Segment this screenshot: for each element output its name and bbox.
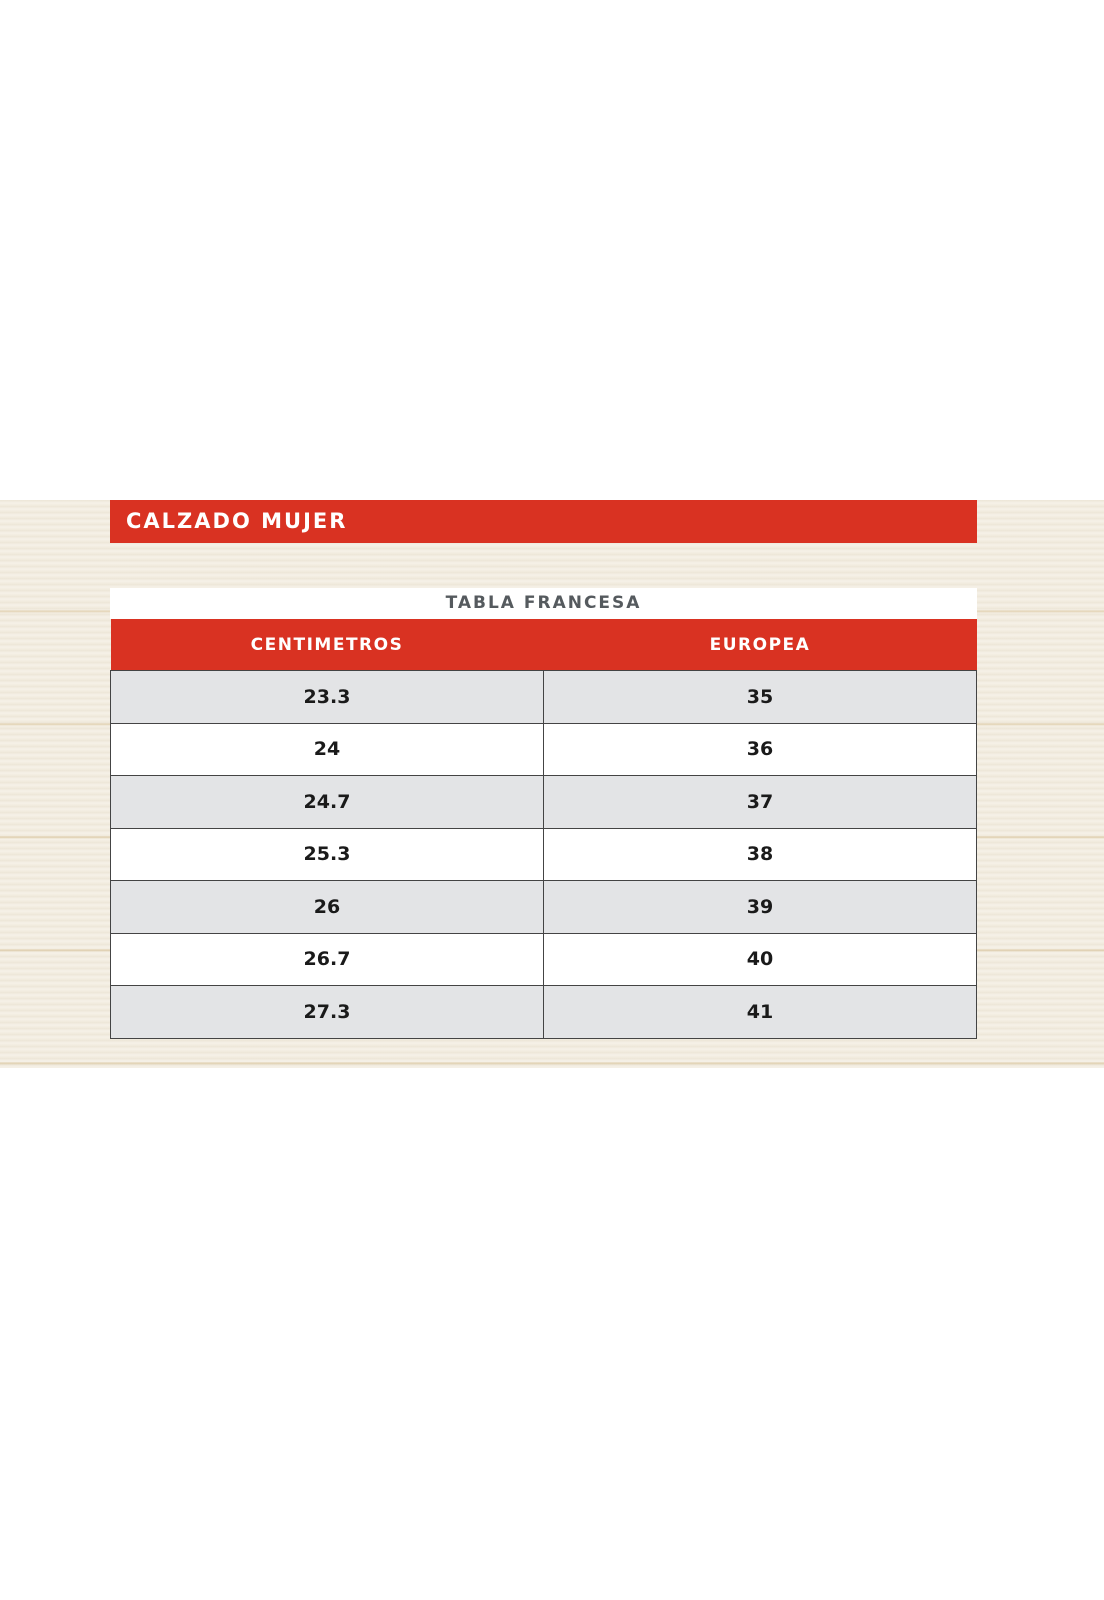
cell-europea: 40 (543, 932, 977, 986)
table-row: 25.3 38 (110, 827, 977, 881)
table-subtitle: TABLA FRANCESA (110, 588, 977, 619)
cell-centimetros: 26 (110, 880, 544, 934)
table-row: 24 36 (110, 722, 977, 776)
cell-europea: 37 (543, 775, 977, 829)
cell-centimetros: 26.7 (110, 932, 544, 986)
size-table: CENTIMETROS EUROPEA 23.3 35 24 36 24.7 37 25.3… (110, 619, 977, 1039)
table-row: 24.7 37 (110, 775, 977, 829)
table-header-row: CENTIMETROS EUROPEA (110, 619, 977, 671)
cell-centimetros: 24 (110, 722, 544, 776)
cell-europea: 38 (543, 827, 977, 881)
cell-centimetros: 24.7 (110, 775, 544, 829)
cell-europea: 39 (543, 880, 977, 934)
table-row: 27.3 41 (110, 985, 977, 1039)
table-row: 26.7 40 (110, 932, 977, 986)
cell-centimetros: 25.3 (110, 827, 544, 881)
cell-europea: 36 (543, 722, 977, 776)
cell-europea: 41 (543, 985, 977, 1039)
header-centimetros: CENTIMETROS (110, 619, 544, 671)
header-europea: EUROPEA (543, 619, 977, 671)
cell-centimetros: 27.3 (110, 985, 544, 1039)
page-title: CALZADO MUJER (126, 509, 348, 533)
table-row: 23.3 35 (110, 670, 977, 724)
table-row: 26 39 (110, 880, 977, 934)
cell-europea: 35 (543, 670, 977, 724)
title-bar: CALZADO MUJER (110, 500, 977, 543)
cell-centimetros: 23.3 (110, 670, 544, 724)
